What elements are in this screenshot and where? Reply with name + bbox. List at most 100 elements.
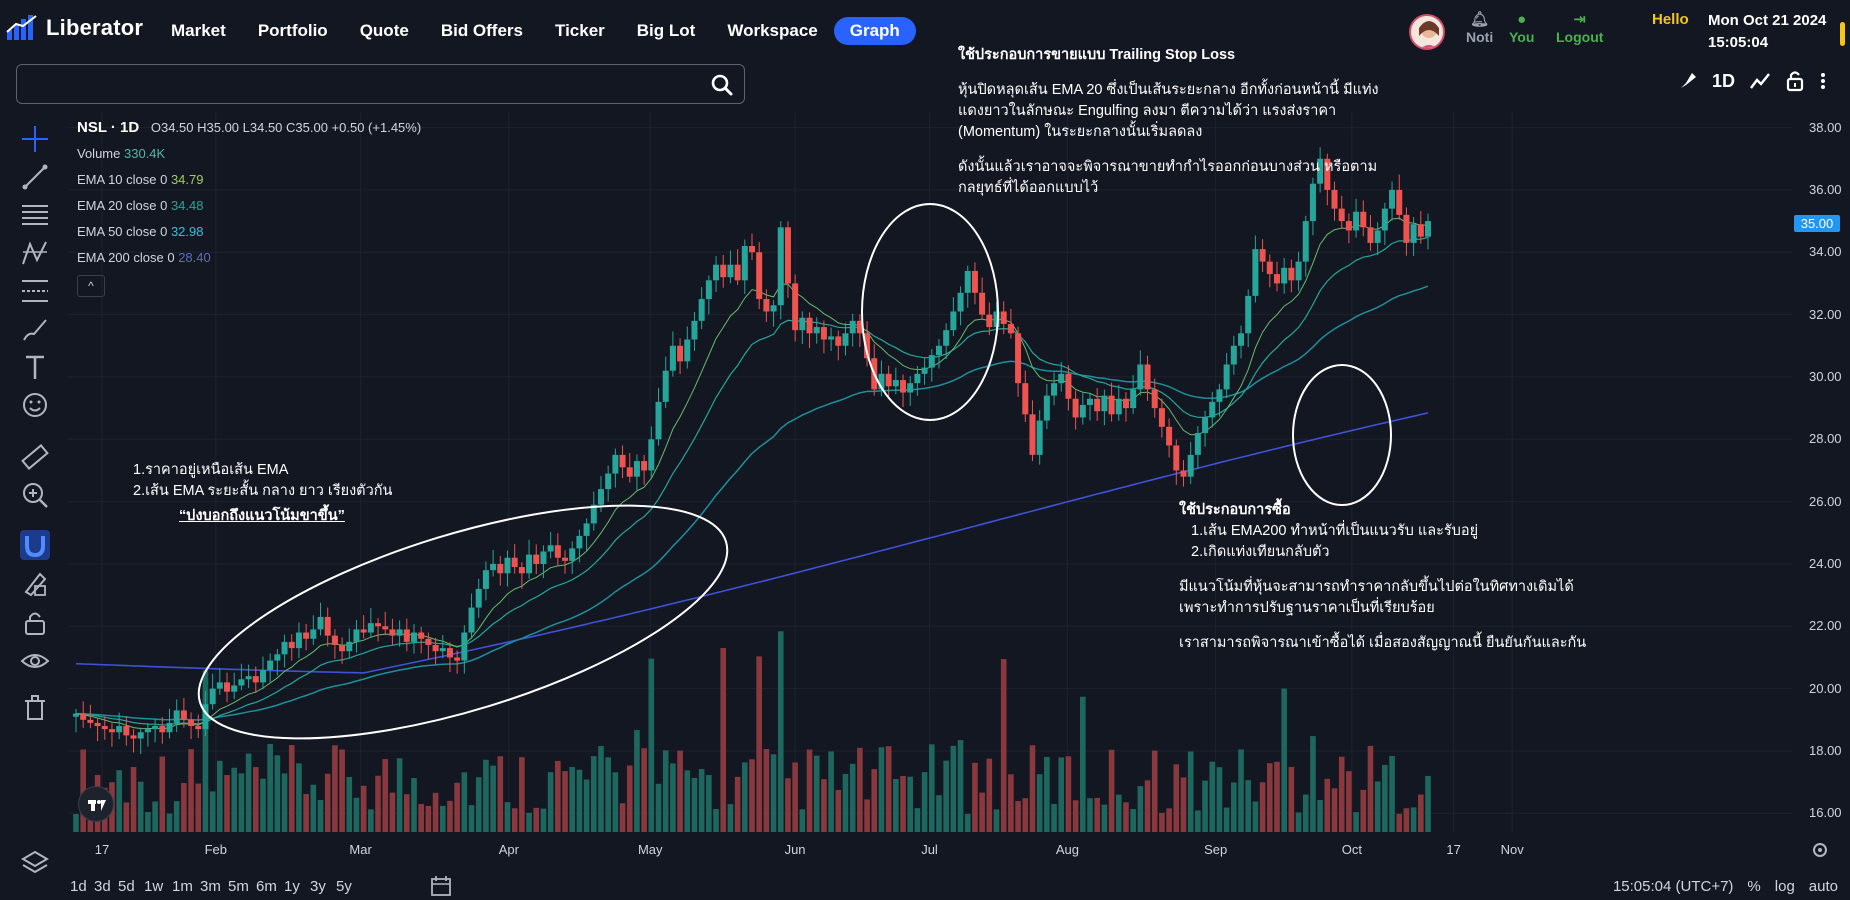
range-6m[interactable]: 6m <box>256 878 277 895</box>
range-3y[interactable]: 3y <box>310 878 326 895</box>
volume-bar <box>382 759 389 832</box>
symbol-label[interactable]: NSL · 1D <box>77 119 140 136</box>
volume-bar <box>1130 809 1136 832</box>
volume-bar <box>526 812 532 832</box>
nav-item-ticker[interactable]: Ticker <box>555 21 605 40</box>
candle-body <box>1130 389 1137 409</box>
candle-body <box>504 557 511 574</box>
auto-toggle[interactable]: auto <box>1808 878 1838 895</box>
candle-body <box>475 588 482 608</box>
emoji-icon[interactable] <box>20 390 50 420</box>
range-5d[interactable]: 5d <box>118 878 135 895</box>
range-5m[interactable]: 5m <box>228 878 249 895</box>
log-toggle[interactable]: log <box>1774 878 1795 895</box>
volume-bar <box>1410 807 1417 832</box>
search-icon[interactable] <box>710 73 734 97</box>
eye-icon[interactable] <box>20 646 50 676</box>
chart-canvas[interactable] <box>68 112 1792 832</box>
nav-item-big-lot[interactable]: Big Lot <box>636 21 696 40</box>
horizontal-lines-icon[interactable] <box>20 200 50 230</box>
candle-body <box>144 729 151 733</box>
range-1w[interactable]: 1w <box>144 878 164 895</box>
nav-item-workspace[interactable]: Workspace <box>727 21 818 40</box>
volume-bar <box>576 769 583 832</box>
more-menu-icon[interactable] <box>1819 71 1827 91</box>
zoom-in-icon[interactable] <box>20 480 50 510</box>
date-time: Mon Oct 21 2024 15:05:04 <box>1708 10 1826 54</box>
lock-drawing-icon[interactable] <box>20 568 50 598</box>
range-3d[interactable]: 3d <box>94 878 111 895</box>
app-logo[interactable]: Liberator <box>6 14 143 42</box>
candle-body <box>1094 398 1101 412</box>
range-5y[interactable]: 5y <box>336 878 352 895</box>
ruler-icon[interactable] <box>20 442 50 472</box>
time-axis[interactable]: 17 Feb Mar Apr May Jun Jul Aug Sep Oct 17 Nov <box>68 832 1792 866</box>
candle-body <box>216 682 223 689</box>
noti-button[interactable]: 🔔︎ Noti <box>1466 11 1494 45</box>
candle-body <box>993 311 1000 328</box>
candle-body <box>885 373 892 387</box>
candle-body <box>619 454 626 468</box>
candle-body <box>842 333 849 346</box>
range-1m[interactable]: 1m <box>172 878 193 895</box>
tradingview-logo[interactable] <box>78 786 114 822</box>
trash-icon[interactable] <box>20 692 50 722</box>
buy-title: ใช้ประกอบการซื้อ <box>1179 502 1291 518</box>
volume-bar <box>1058 757 1065 832</box>
volume-bar <box>368 809 374 832</box>
y-tick-label: 16.00 <box>1809 805 1842 821</box>
candle-body <box>94 722 101 727</box>
volume-bar <box>1374 781 1381 832</box>
candle-body <box>626 467 633 477</box>
range-1y[interactable]: 1y <box>284 878 300 895</box>
brush-icon[interactable] <box>1678 71 1698 91</box>
nav-item-portfolio[interactable]: Portfolio <box>257 21 328 40</box>
volume-bar <box>1000 659 1007 832</box>
page-scrollbar[interactable] <box>1840 22 1845 46</box>
volume-bar <box>885 746 892 832</box>
volume-bar <box>1029 745 1036 832</box>
magnet-icon[interactable] <box>20 530 50 560</box>
volume-bar <box>1137 786 1144 832</box>
candle-body <box>490 563 497 571</box>
search-input[interactable] <box>27 73 707 97</box>
range-3m[interactable]: 3m <box>200 878 221 895</box>
lock-icon[interactable] <box>20 608 50 638</box>
legend-collapse-button[interactable]: ^ <box>77 275 105 297</box>
logout-button[interactable]: ⇥ Logout <box>1556 11 1604 45</box>
volume-bar <box>274 755 281 832</box>
user-avatar[interactable] <box>1409 14 1445 50</box>
unlock-icon[interactable] <box>1785 70 1805 92</box>
axis-settings-icon[interactable] <box>1810 840 1830 860</box>
x-tick-label: Aug <box>1055 842 1080 857</box>
fib-tool-icon[interactable] <box>20 276 50 306</box>
layers-icon[interactable] <box>20 848 50 878</box>
trend-line-icon[interactable] <box>20 162 50 192</box>
range-1d[interactable]: 1d <box>70 878 87 895</box>
candle-body <box>1029 414 1036 455</box>
nav-item-bid-offers[interactable]: Bid Offers <box>440 21 523 40</box>
volume-bar <box>303 794 309 832</box>
time-zone-label[interactable]: 15:05:04 (UTC+7) <box>1612 878 1734 895</box>
nav-item-market[interactable]: Market <box>171 21 226 40</box>
volume-bar <box>238 773 245 832</box>
percent-toggle[interactable]: % <box>1747 878 1761 895</box>
volume-bar <box>1015 801 1021 832</box>
brush-tool-icon[interactable] <box>20 314 50 344</box>
pattern-tool-icon[interactable] <box>20 238 50 268</box>
date-range-icon[interactable] <box>430 875 452 897</box>
crosshair-icon[interactable] <box>20 124 50 154</box>
text-tool-icon[interactable] <box>20 352 50 382</box>
candle-body <box>73 713 79 717</box>
nav-item-graph[interactable]: Graph <box>833 17 916 45</box>
candle-body <box>130 735 137 739</box>
nav-item-quote[interactable]: Quote <box>359 21 409 40</box>
sell-line-4: ดังนั้นแล้วเราอาจจะพิจารณาขายทำกำไรออกก่… <box>958 159 1378 175</box>
candle-body <box>231 685 238 692</box>
price-axis[interactable]: 38.00 36.00 34.00 32.00 30.00 28.00 26.00 24.00… <box>1792 112 1850 832</box>
trend-line-3: “บ่งบอกถึงแนวโน้มขาขึ้น” <box>179 508 345 524</box>
price-chart[interactable] <box>68 112 1792 832</box>
interval-selector[interactable]: 1D <box>1712 70 1736 91</box>
chart-type-icon[interactable] <box>1749 71 1771 91</box>
you-button[interactable]: ● You <box>1509 11 1535 45</box>
